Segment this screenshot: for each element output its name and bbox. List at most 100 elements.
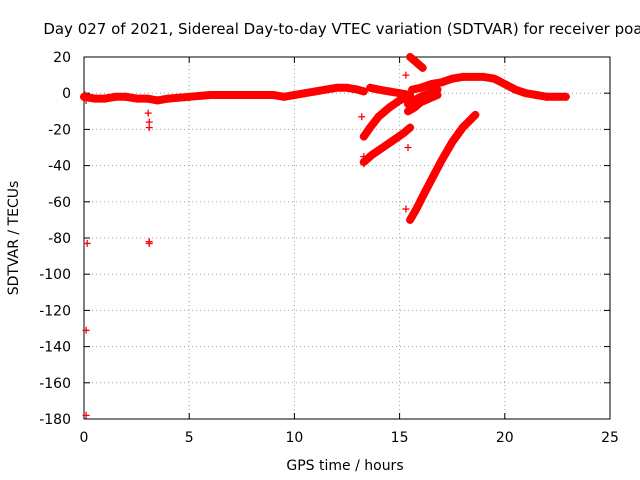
data-point [360,160,368,168]
y-axis-label: SDTVAR / TECUs [6,181,22,296]
data-point [185,92,194,101]
y-tick-label: -180 [39,412,71,428]
chart-title: Day 027 of 2021, Sidereal Day-to-day VTE… [43,20,640,38]
data-point [427,80,436,89]
gridlines [84,57,610,419]
y-tick-label: -20 [48,122,71,138]
data-point [395,96,404,105]
data-point [101,94,110,103]
data-point [368,150,377,159]
data-point [404,144,412,151]
data-point [416,83,425,92]
y-tick-label: 20 [53,50,71,66]
data-point [321,85,330,94]
data-point [490,74,499,83]
data-point [521,89,530,98]
x-tick-label: 25 [601,430,619,446]
data-point [359,87,368,96]
data-point [418,192,427,201]
data-point [469,72,478,81]
y-tick-label: -100 [39,267,71,283]
data-point [164,94,173,103]
data-point [144,109,152,117]
data-point [433,91,442,100]
data-point [437,156,446,165]
x-tick-label: 10 [285,430,303,446]
data-point [358,113,366,121]
data-marks [80,53,570,419]
data-point [360,153,368,161]
data-point [145,124,153,132]
data-point [448,74,457,83]
data-point [408,85,417,94]
data-point [366,123,375,132]
x-tick-label: 20 [496,430,514,446]
data-point [82,326,90,334]
data-point [153,96,162,105]
series-band [406,110,480,224]
series-band [359,123,415,166]
data-point [458,123,467,132]
y-tick-label: -40 [48,159,71,175]
data-point [227,91,236,100]
data-point [402,205,410,213]
data-point [353,85,362,94]
data-point [385,87,394,96]
data-point [359,132,368,141]
data-point [279,92,288,101]
data-point [448,138,457,147]
x-tick-label: 0 [80,430,89,446]
data-point [406,215,415,224]
data-point [81,91,89,99]
data-point [290,91,299,100]
data-point [532,91,541,100]
data-point [395,89,404,98]
y-tick-label: 0 [62,86,71,102]
data-point [80,92,88,101]
data-point [311,87,320,96]
data-point [122,92,131,101]
data-point [410,103,419,112]
data-point [378,143,387,152]
data-point [300,89,309,98]
y-tick-label: -120 [39,303,71,319]
y-tick-label: -60 [48,195,71,211]
data-point [553,92,562,101]
x-axis-label: GPS time / hours [286,458,403,474]
series-band [408,72,570,101]
data-point [111,92,120,101]
y-tick-label: -80 [48,231,71,247]
data-point [90,94,99,103]
data-point [479,72,488,81]
data-point [425,94,434,103]
y-tick-label: -140 [39,340,71,356]
data-point [143,94,152,103]
x-tick-label: 5 [185,430,194,446]
data-point [416,98,425,107]
data-point [248,91,257,100]
data-point [511,85,520,94]
data-point [437,78,446,87]
data-point [412,58,421,67]
data-point [269,91,278,100]
data-point [366,83,375,92]
axis-ticks: 0 5 10 15 20 25 20 0 -20 -40 -60 -80 -100 -120 -140 -16… [39,50,619,446]
data-point [389,136,398,145]
data-point [82,411,90,419]
data-point [385,103,394,112]
data-point [500,80,509,89]
data-point [458,72,467,81]
data-point [399,129,408,138]
data-point [82,96,90,104]
data-point [471,110,480,119]
data-point [561,92,570,101]
data-point [145,238,153,246]
data-point [206,91,215,100]
x-tick-label: 15 [391,430,409,446]
data-point [427,176,436,185]
data-point [542,92,551,101]
y-tick-label: -160 [39,376,71,392]
data-point [332,83,341,92]
data-point [402,71,410,79]
